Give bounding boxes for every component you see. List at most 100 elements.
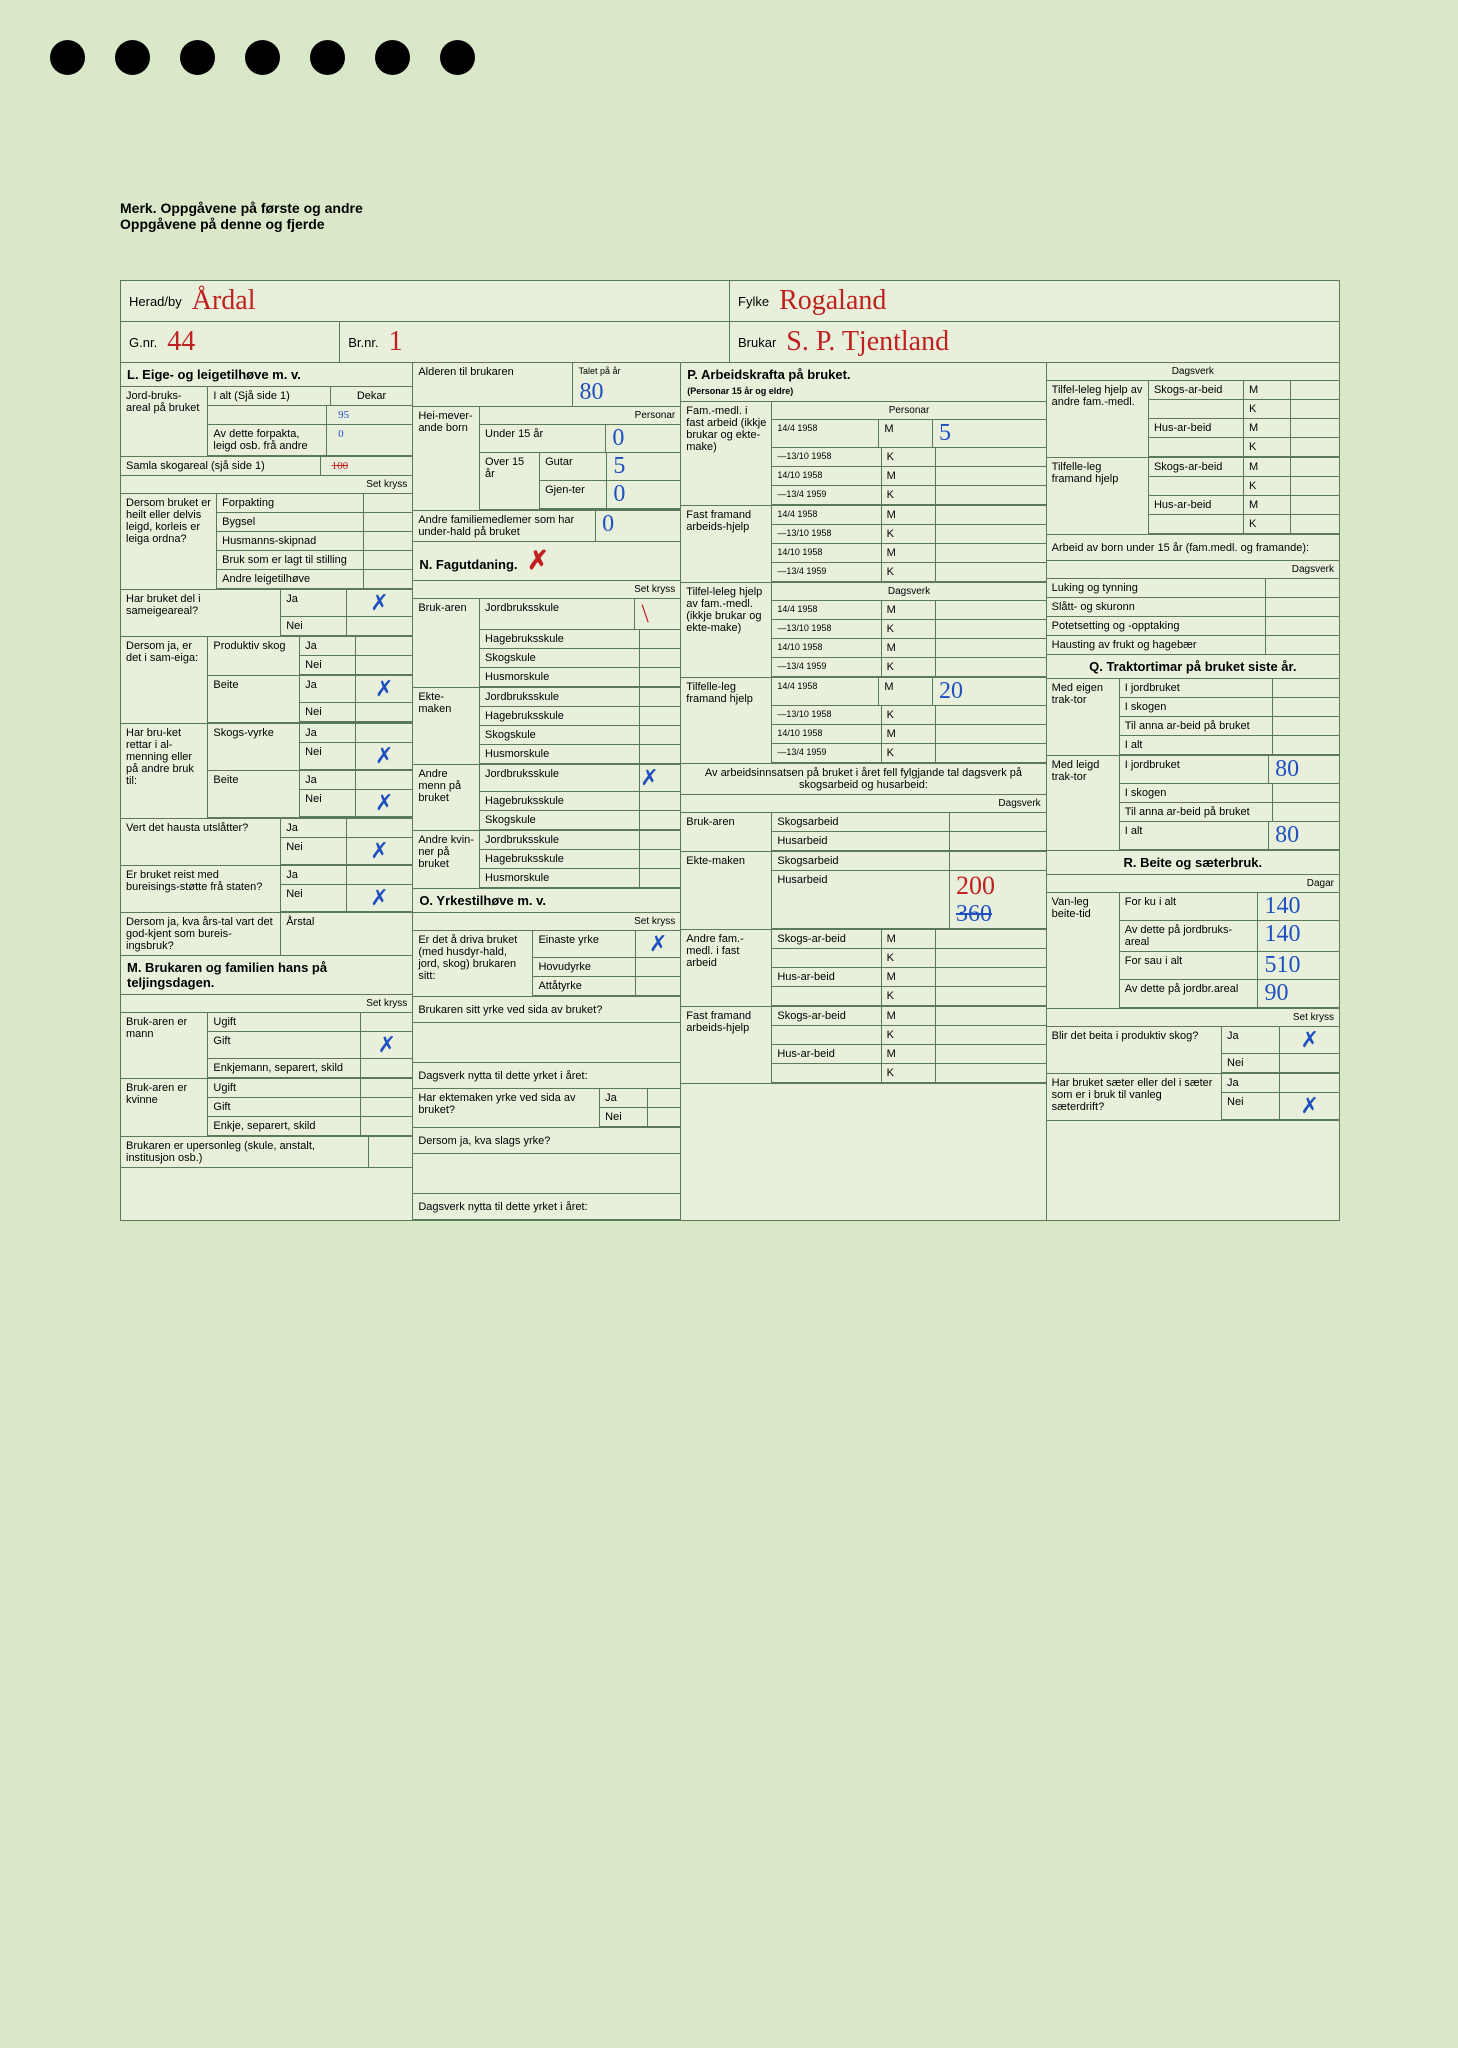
erb-nei-x: ✗ bbox=[347, 885, 413, 911]
o-dersom: Dersom ja, kva slags yrke? bbox=[413, 1128, 680, 1154]
p-5: 5 bbox=[939, 420, 1046, 447]
p-d9: 14/4 1958 bbox=[772, 601, 881, 619]
r-nei2-x: ✗ bbox=[1280, 1093, 1338, 1119]
erb-nei: Nei bbox=[281, 885, 347, 911]
r-jord2-val: 90 bbox=[1264, 980, 1339, 1007]
p-m13: M bbox=[1244, 381, 1292, 399]
jordbruks-label: Jord-bruks-areal på bruket bbox=[121, 387, 208, 456]
p-slatt: Slått- og skuronn bbox=[1047, 598, 1266, 616]
n-skog1: Skogskule bbox=[480, 649, 640, 667]
av-dette-label: Av dette forpakta, leigd osb. frå andre bbox=[208, 425, 327, 455]
section-l-title: L. Eige- og leigetilhøve m. v. bbox=[121, 363, 412, 387]
n-jord3: Jordbruksskule bbox=[480, 765, 640, 791]
herad-value: Årdal bbox=[192, 285, 256, 317]
section-q-title: Q. Traktortimar på bruket siste år. bbox=[1047, 655, 1339, 679]
p-k9: K bbox=[882, 949, 937, 967]
erb-ja: Ja bbox=[281, 866, 347, 884]
personar-n: Personar bbox=[480, 407, 680, 424]
p-hus6: Hus-ar-beid bbox=[1149, 496, 1244, 514]
header-row-2: G.nr. 44 Br.nr. 1 Brukar S. P. Tjentland bbox=[121, 322, 1339, 363]
r-set-kryss: Set kryss bbox=[1047, 1009, 1339, 1026]
alder: Alderen til brukaren bbox=[413, 363, 573, 406]
sameige-ja-x: ✗ bbox=[347, 590, 413, 616]
r-jord1-val: 140 bbox=[1264, 921, 1339, 951]
prod-nei: Nei bbox=[300, 656, 356, 674]
samla-label: Samla skogareal (sjå side 1) bbox=[121, 457, 321, 475]
p-born: Arbeid av born under 15 år (fam.medl. og… bbox=[1047, 535, 1339, 561]
upersonleg: Brukaren er upersonleg (skule, anstalt, … bbox=[121, 1137, 369, 1167]
p-m10: M bbox=[882, 968, 937, 986]
r-nei2: Nei bbox=[1222, 1093, 1280, 1119]
main-grid: L. Eige- og leigetilhøve m. v. Jord-bruk… bbox=[121, 363, 1339, 1220]
r-ku: For ku i alt bbox=[1120, 893, 1259, 920]
o-hovud: Hovudyrke bbox=[533, 958, 636, 976]
n-ekte: Ekte-maken bbox=[413, 688, 480, 764]
p-20: 20 bbox=[939, 678, 1046, 705]
p-skog3: Skogs-ar-beid bbox=[772, 930, 881, 948]
andre-fam-val: 0 bbox=[602, 511, 680, 541]
n-jord3-x: ✗ bbox=[640, 765, 680, 791]
o-dagsverk1: Dagsverk nytta til dette yrket i året: bbox=[413, 1063, 680, 1089]
r-ja2: Ja bbox=[1222, 1074, 1280, 1092]
heimev: Hei-mever-ande born bbox=[413, 407, 480, 510]
punch-holes bbox=[50, 40, 475, 75]
i-alt-label: I alt (Sjå side 1) bbox=[208, 387, 330, 405]
set-kryss-n: Set kryss bbox=[413, 581, 680, 598]
alder-val: 80 bbox=[579, 379, 680, 406]
p-dagsverk3: Dagsverk bbox=[1047, 363, 1339, 380]
r-dagar: Dagar bbox=[1047, 875, 1339, 892]
p-d11: 14/10 1958 bbox=[772, 639, 881, 657]
p-m4: M bbox=[882, 544, 937, 562]
beite-ja-x: ✗ bbox=[356, 676, 412, 702]
p-skog6: Skogs-ar-beid bbox=[1149, 458, 1244, 476]
n-hage2: Hagebruksskule bbox=[480, 707, 640, 725]
dersom-ja: Dersom ja, er det i sam-eiga: bbox=[121, 637, 208, 723]
ugift-m: Ugift bbox=[208, 1013, 361, 1031]
under15-val: 0 bbox=[612, 425, 680, 452]
p-200: 200 bbox=[956, 871, 995, 900]
p-m1: M bbox=[879, 420, 933, 447]
vert-nei: Nei bbox=[281, 838, 347, 864]
p-k15: K bbox=[1244, 477, 1292, 495]
o-nei: Nei bbox=[600, 1108, 648, 1126]
p-tilf2: Tilfelle-leg framand hjelp bbox=[681, 678, 772, 763]
n-hus1: Husmorskule bbox=[480, 668, 640, 686]
p-m14: M bbox=[1244, 419, 1292, 437]
p-skog1: Skogsarbeid bbox=[772, 813, 950, 831]
beite-nei: Nei bbox=[300, 703, 356, 721]
p-hus5: Hus-ar-beid bbox=[1149, 419, 1244, 437]
n-skog2: Skogskule bbox=[480, 726, 640, 744]
sameige-nei: Nei bbox=[281, 617, 347, 635]
p-k5: K bbox=[882, 620, 937, 638]
n-jord1: Jordbruksskule bbox=[480, 599, 635, 629]
q-80b: 80 bbox=[1275, 822, 1339, 849]
section-n-title: N. Fagutdaning. ✗ bbox=[413, 542, 680, 581]
skogs-ja: Ja bbox=[300, 724, 356, 742]
produktiv: Produktiv skog bbox=[208, 637, 300, 675]
herad-label: Herad/by bbox=[129, 294, 182, 309]
skogs-nei-x: ✗ bbox=[356, 743, 412, 769]
r-jord2: Av dette på jordbr.areal bbox=[1120, 980, 1259, 1007]
p-m5: M bbox=[882, 601, 937, 619]
p-d1: 14/4 1958 bbox=[772, 420, 879, 447]
r-sau-val: 510 bbox=[1264, 952, 1339, 979]
gift-x: ✗ bbox=[361, 1032, 412, 1058]
p-hus4: Hus-ar-beid bbox=[772, 1045, 881, 1063]
p-k2: K bbox=[882, 486, 937, 504]
brukar-label: Brukar bbox=[738, 335, 776, 350]
p-d13: 14/4 1958 bbox=[772, 678, 879, 705]
p-d10: —13/10 1958 bbox=[772, 620, 881, 638]
skogs-nei: Nei bbox=[300, 743, 356, 769]
n-jord4: Jordbruksskule bbox=[480, 831, 640, 849]
p-d6: —13/10 1958 bbox=[772, 525, 881, 543]
p-m15: M bbox=[1244, 458, 1292, 476]
q-anna1: Til anna ar-beid på bruket bbox=[1120, 717, 1273, 735]
q-jord2: I jordbruket bbox=[1120, 756, 1269, 783]
p-d12: —13/4 1959 bbox=[772, 658, 881, 676]
n-x: ✗ bbox=[527, 546, 549, 575]
p-tilf4: Tilfelle-leg framand hjelp bbox=[1047, 458, 1149, 534]
n-hage4: Hagebruksskule bbox=[480, 850, 640, 868]
p-skog2: Skogsarbeid bbox=[772, 852, 950, 870]
dekar-label: Dekar bbox=[331, 387, 413, 405]
p-d14: —13/10 1958 bbox=[772, 706, 881, 724]
